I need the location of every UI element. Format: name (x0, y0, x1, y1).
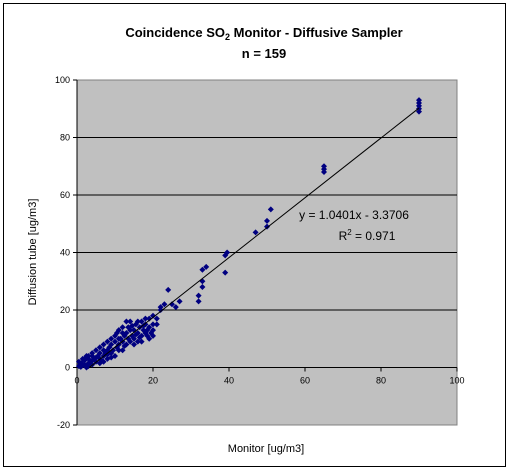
data-point (129, 322, 136, 329)
r-squared-label: R2 = 0.971 (339, 228, 396, 243)
data-point (104, 351, 111, 358)
data-point (131, 335, 137, 342)
data-point (89, 350, 96, 357)
data-point (123, 318, 130, 325)
data-point (146, 335, 153, 342)
data-point (252, 229, 259, 236)
data-point (113, 330, 120, 336)
y-tick-label: 60 (60, 190, 70, 200)
data-point (199, 284, 206, 290)
data-point (110, 347, 117, 354)
data-point (134, 318, 141, 325)
data-point (172, 304, 179, 311)
data-point (199, 266, 206, 273)
data-point (146, 315, 153, 322)
data-point (138, 318, 145, 325)
data-point (134, 338, 141, 345)
data-point (150, 327, 156, 334)
data-point (75, 358, 82, 365)
data-point (165, 286, 172, 293)
data-point (150, 332, 156, 339)
data-point (416, 97, 422, 104)
data-point (100, 358, 107, 365)
y-tick-label: -20 (57, 420, 70, 430)
y-tick-label: 80 (60, 133, 70, 143)
data-point (104, 338, 111, 345)
chart-subtitle: n = 159 (242, 46, 286, 61)
data-point (79, 355, 86, 362)
data-point (153, 315, 160, 322)
data-point (138, 338, 145, 345)
data-point (176, 298, 183, 305)
y-tick-label: 40 (60, 248, 70, 258)
data-point (108, 341, 115, 348)
x-tick-label: 100 (449, 376, 464, 386)
x-tick-label: 60 (300, 376, 310, 386)
data-point (83, 353, 90, 359)
data-point (93, 347, 99, 354)
data-point (264, 223, 270, 230)
y-tick-labels: -20 0 20 40 60 80 100 (55, 75, 77, 430)
chart-title: Coincidence SO2 Monitor - Diffusive Samp… (125, 25, 402, 42)
data-point (195, 298, 202, 305)
data-point (96, 350, 103, 357)
x-tick-label: 20 (148, 376, 158, 386)
data-point (96, 344, 103, 351)
data-point (195, 292, 202, 299)
data-point (89, 357, 96, 364)
data-point (100, 341, 107, 348)
data-point (125, 335, 132, 342)
x-tick-label: 80 (376, 376, 386, 386)
data-point (264, 217, 270, 224)
data-point (150, 312, 156, 319)
data-point (222, 269, 229, 276)
data-point (115, 335, 122, 342)
data-point (203, 263, 210, 270)
data-point (119, 324, 126, 331)
data-point (112, 338, 118, 345)
data-point (127, 318, 134, 325)
data-point (150, 321, 156, 328)
y-axis-label: Diffusion tube [ug/m3] (27, 199, 39, 306)
data-point (119, 347, 126, 354)
data-point (131, 341, 137, 348)
data-point (121, 342, 128, 349)
data-point (136, 334, 143, 341)
x-tick-labels: 0 20 40 60 80 100 (74, 367, 465, 386)
data-point (169, 301, 175, 308)
trendline-equation: y = 1.0401x - 3.3706 (299, 208, 409, 222)
data-point (224, 249, 231, 256)
data-point (127, 327, 134, 334)
x-tick-label: 0 (74, 376, 79, 386)
data-point (108, 335, 115, 342)
y-tick-label: 100 (55, 75, 70, 85)
data-point (321, 163, 327, 170)
data-point (161, 301, 168, 308)
x-axis-label: Monitor [ug/m3] (228, 443, 304, 455)
data-point (115, 347, 122, 354)
data-point (132, 331, 139, 338)
x-tick-label: 40 (224, 376, 234, 386)
data-point (142, 315, 149, 322)
data-point (119, 330, 126, 336)
data-point (267, 206, 274, 213)
data-point (157, 307, 164, 313)
data-points (75, 97, 422, 371)
data-point (153, 321, 160, 328)
data-point (144, 327, 151, 334)
data-point (108, 354, 115, 361)
trendline (89, 107, 420, 368)
y-tick-label: 0 (65, 363, 70, 373)
y-tick-label: 20 (60, 305, 70, 315)
data-point (123, 330, 130, 336)
